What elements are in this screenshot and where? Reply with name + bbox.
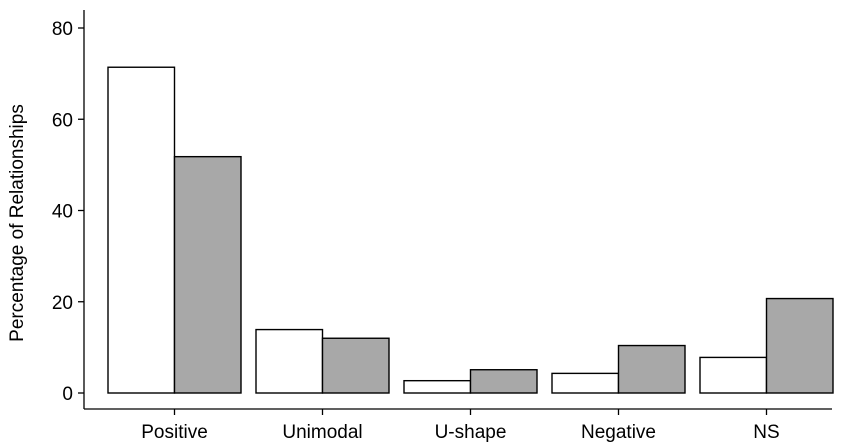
- bar-u-shape-series-2: [469, 369, 538, 394]
- bar-positive-series-2: [173, 155, 242, 394]
- y-tick-label: 20: [52, 293, 73, 314]
- x-tick-label-u-shape: U-shape: [435, 422, 507, 443]
- bars-group: [107, 66, 834, 394]
- x-tick-label-ns: NS: [753, 422, 779, 443]
- x-tick-label-unimodal: Unimodal: [282, 422, 362, 443]
- y-tick-label: 60: [52, 110, 73, 131]
- x-tick-label-negative: Negative: [581, 422, 656, 443]
- y-tick-label: 40: [52, 202, 73, 223]
- y-axis: 0 20 40 60 80: [52, 10, 85, 409]
- x-axis: Positive Unimodal U-shape Negative NS: [84, 408, 832, 443]
- x-tick-label-positive: Positive: [141, 422, 208, 443]
- bar-ns-series-2: [765, 297, 834, 394]
- bar-positive-series-1: [107, 66, 176, 394]
- bar-ns-series-1: [699, 356, 768, 394]
- bar-unimodal-series-2: [321, 337, 390, 394]
- y-tick-label: 0: [62, 384, 73, 405]
- y-axis-title: Percentage of Relationships: [7, 104, 28, 342]
- bar-unimodal-series-1: [255, 328, 324, 394]
- y-tick-label: 80: [52, 19, 73, 40]
- bar-negative-series-2: [617, 344, 686, 394]
- bar-negative-series-1: [551, 372, 620, 394]
- bar-u-shape-series-1: [403, 379, 472, 394]
